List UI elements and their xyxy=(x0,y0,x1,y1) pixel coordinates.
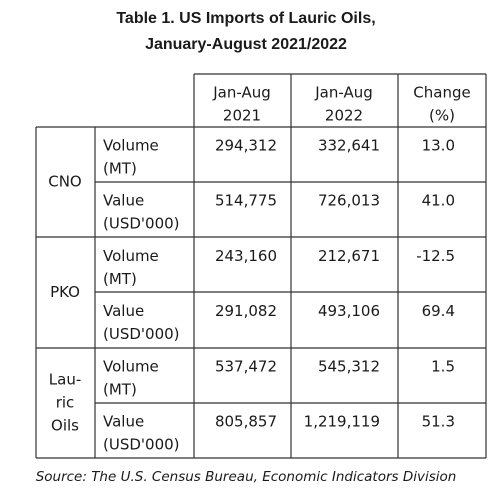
measure-label: (MT) xyxy=(103,381,137,399)
cell-value: 294,312 xyxy=(215,137,277,155)
cell-value: 69.4 xyxy=(422,302,455,320)
cell-value: 514,775 xyxy=(215,192,277,210)
measure-label: Value xyxy=(103,413,144,431)
column-header: Jan-Aug xyxy=(314,84,373,102)
cell-value: 1.5 xyxy=(431,358,455,376)
cell-value: 212,671 xyxy=(318,247,380,265)
measure-label: Volume xyxy=(103,247,159,265)
group-name: Oils xyxy=(51,417,79,435)
measure-label: (USD'000) xyxy=(103,436,180,454)
table-grid xyxy=(35,73,487,459)
column-header: 2021 xyxy=(223,107,261,125)
cell-value: 1,219,119 xyxy=(304,413,380,431)
measure-label: (USD'000) xyxy=(103,215,180,233)
cell-value: 537,472 xyxy=(215,358,277,376)
cell-value: -12.5 xyxy=(416,247,455,265)
cell-value: 726,013 xyxy=(318,192,380,210)
title-line: Table 1. US Imports of Lauric Oils, xyxy=(116,10,375,27)
column-header: Jan-Aug xyxy=(212,84,271,102)
source-note: Source: The U.S. Census Bureau, Economic… xyxy=(36,469,457,485)
group-name: Lau- xyxy=(49,371,81,389)
column-header: 2022 xyxy=(325,107,363,125)
measure-label: Value xyxy=(103,192,144,210)
measure-label: Volume xyxy=(103,137,159,155)
cell-value: 41.0 xyxy=(422,192,455,210)
cell-value: 332,641 xyxy=(318,137,380,155)
cell-value: 291,082 xyxy=(215,302,277,320)
title-line: January-August 2021/2022 xyxy=(145,36,347,53)
measure-label: (MT) xyxy=(103,270,137,288)
group-name: CNO xyxy=(48,173,82,191)
cell-value: 805,857 xyxy=(215,413,277,431)
column-header: Change xyxy=(413,84,470,102)
measure-label: Volume xyxy=(103,358,159,376)
measure-label: (USD'000) xyxy=(103,325,180,343)
cell-value: 13.0 xyxy=(422,137,455,155)
cell-value: 493,106 xyxy=(318,302,380,320)
group-name: ric xyxy=(56,394,75,412)
cell-value: 51.3 xyxy=(422,413,455,431)
measure-label: Value xyxy=(103,302,144,320)
column-header: (%) xyxy=(429,107,455,125)
cell-value: 243,160 xyxy=(215,247,277,265)
group-name: PKO xyxy=(50,283,80,301)
measure-label: (MT) xyxy=(103,160,137,178)
cell-value: 545,312 xyxy=(318,358,380,376)
